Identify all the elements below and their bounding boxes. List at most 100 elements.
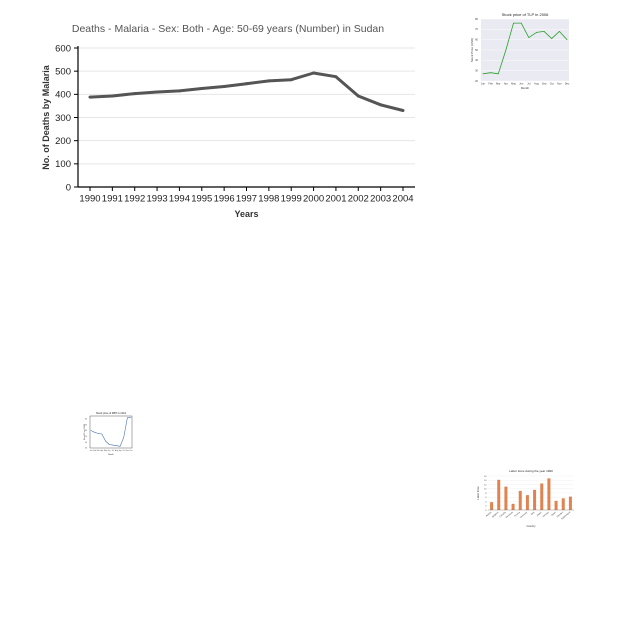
data-point	[112, 444, 114, 446]
x-tick-label: 1991	[102, 194, 123, 205]
x-tick-label: Japan	[537, 511, 543, 517]
y-tick-label: 16	[484, 476, 487, 478]
x-tick-label: Apr	[504, 82, 508, 86]
x-tick-label: France	[514, 510, 522, 517]
y-tick-label: 60	[85, 430, 87, 432]
x-tick-label: Jun	[108, 450, 111, 452]
y-tick-label: 80	[85, 419, 87, 421]
x-tick-label: Spain	[551, 511, 557, 517]
y-tick-label: 10	[484, 489, 487, 491]
y-tick-label: 4	[485, 501, 487, 503]
y-tick-label: 2	[485, 506, 487, 508]
x-tick-label: Canada	[499, 511, 507, 518]
x-tick-label: Nov	[126, 450, 129, 452]
x-tick-label: 1993	[147, 194, 168, 205]
bar	[518, 490, 522, 510]
data-point	[267, 79, 271, 83]
data-point	[177, 89, 181, 93]
x-tick-label: 1997	[236, 194, 257, 205]
data-point	[200, 87, 204, 91]
x-tick-label: 2004	[392, 194, 413, 205]
data-point	[105, 440, 106, 442]
bar	[490, 502, 494, 510]
y-tick-label: 60	[475, 38, 478, 42]
y-tick-label: 600	[55, 43, 71, 54]
data-point	[334, 75, 338, 79]
x-tick-label: Feb	[488, 82, 493, 86]
y-tick-label: 6	[485, 497, 487, 499]
bar	[568, 496, 572, 510]
x-tick-label: Germany	[519, 510, 529, 519]
tlp-stock-chart: 20 30 40 50 60 70 80 Jan Feb Mar Apr May Jun Jul Aug Se…	[465, 10, 575, 94]
x-tick-label: Aug	[115, 449, 118, 452]
data-point	[155, 90, 159, 94]
x-tick-label: 2002	[348, 194, 369, 205]
data-point	[222, 84, 226, 88]
data-point	[520, 22, 522, 24]
y-tick-label: 50	[475, 48, 478, 52]
x-tick-label: Mar	[496, 82, 501, 86]
data-point	[536, 32, 537, 33]
y-tick-label: 20	[475, 79, 478, 83]
data-point	[401, 109, 405, 113]
x-axis-label: Country	[526, 524, 536, 528]
x-tick-label: Austria	[485, 510, 493, 517]
y-tick-label: 100	[55, 159, 71, 170]
y-axis-label: Stock Price (USD)	[470, 38, 474, 62]
series-line	[90, 417, 131, 447]
data-point	[566, 39, 568, 41]
x-tick-label: Denmark	[505, 510, 514, 519]
data-point	[558, 31, 560, 32]
y-axis-label: Stock Price (USD)	[83, 424, 86, 441]
malaria-deaths-chart: 0 100 200 300 400 500 600 1990 1991 1992 1993 1994 1…	[0, 0, 440, 230]
data-point	[379, 103, 383, 107]
x-tick-label: Nov	[557, 82, 562, 86]
data-point	[127, 417, 128, 419]
y-tick-label: 30	[475, 69, 478, 73]
data-point	[551, 38, 553, 40]
data-point	[513, 22, 514, 24]
data-point	[490, 72, 492, 74]
x-tick-label: Jun	[519, 82, 524, 86]
x-tick-label: Jul	[112, 450, 115, 452]
data-point	[133, 92, 137, 96]
x-axis-label: Years	[234, 209, 258, 219]
y-tick-label: 70	[85, 424, 87, 426]
chart-title: Labor force during the year 1990	[509, 469, 553, 473]
data-point	[123, 437, 125, 438]
y-tick-label: 8	[485, 493, 487, 495]
x-tick-label: Belgium	[492, 512, 499, 519]
data-point	[110, 94, 114, 98]
x-tick-label: 1998	[258, 194, 279, 205]
x-tick-label: Norway	[542, 510, 550, 518]
x-tick-label: 1996	[214, 194, 235, 205]
data-point	[97, 433, 99, 434]
y-tick-label: 500	[55, 66, 71, 77]
y-tick-label: 40	[85, 442, 87, 444]
bar	[497, 479, 501, 510]
chart-title: Deaths - Malaria - Sex: Both - Age: 50-6…	[72, 23, 384, 35]
x-tick-label: Switzerland	[560, 510, 571, 520]
labor-force-chart-svg: 0 2 4 6 8 10 12 14 16 Austria Belgium Canada Denmark…	[476, 469, 574, 528]
bar	[525, 495, 529, 510]
bar	[540, 483, 544, 510]
data-point	[245, 82, 248, 86]
data-point	[289, 78, 293, 82]
x-tick-label: Italy	[530, 510, 536, 515]
y-axis-label: No. of Deaths by Malaria	[41, 64, 51, 170]
x-axis-label: Month	[521, 86, 530, 90]
x-tick-label: Feb	[93, 450, 96, 452]
mbt-stock-chart: 30 40 50 60 70 80 Jan Feb Mar Apr May Jun Jul Aug Sep O…	[80, 408, 136, 458]
x-tick-label: 1994	[169, 194, 190, 205]
x-tick-label: 2001	[325, 194, 346, 205]
x-tick-label: Aug	[534, 82, 539, 86]
data-point	[130, 417, 132, 419]
data-point	[88, 95, 92, 99]
x-tick-label: Sep	[542, 82, 547, 86]
y-tick-label: 30	[85, 448, 87, 450]
data-point	[90, 430, 92, 431]
y-tick-label: 400	[55, 90, 71, 101]
y-tick-label: 80	[475, 17, 478, 21]
bar	[511, 503, 515, 510]
data-point	[94, 431, 95, 433]
